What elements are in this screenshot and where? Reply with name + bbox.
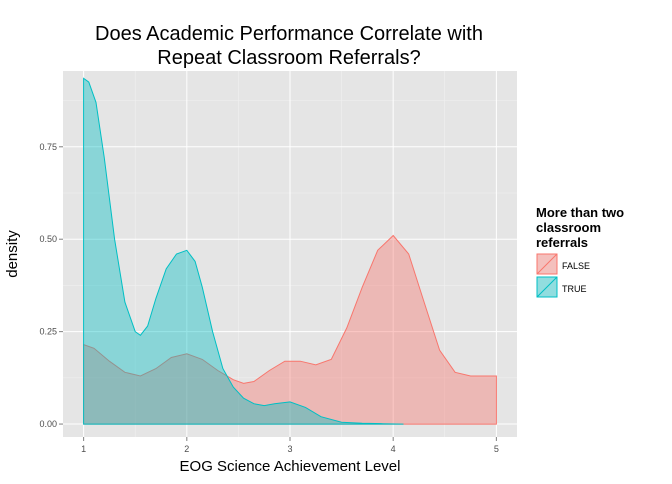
legend-key-slash — [536, 276, 558, 298]
legend-label-true: TRUE — [562, 284, 587, 294]
legend-label-false: FALSE — [562, 261, 590, 271]
x-tick-label: 1 — [81, 444, 86, 454]
x-axis-ticks: 1 2 3 4 5 — [81, 437, 499, 454]
legend-title-line-3: referrals — [536, 235, 588, 250]
legend-title-line-1: More than two — [536, 205, 624, 220]
x-tick-label: 3 — [287, 444, 292, 454]
density-area-true — [83, 77, 404, 425]
y-axis-title: density — [4, 230, 21, 278]
y-tick-label: 0.25 — [39, 327, 57, 337]
x-axis-title: EOG Science Achievement Level — [180, 458, 401, 475]
legend: More than two classroom referrals FALSE … — [535, 205, 624, 299]
density-areas — [83, 77, 497, 425]
chart-title-line-1: Does Academic Performance Correlate with — [95, 23, 483, 45]
legend-keys — [535, 252, 559, 299]
legend-key-slash — [536, 253, 558, 275]
legend-title-line-2: classroom — [536, 220, 601, 235]
x-tick-label: 4 — [391, 444, 396, 454]
y-axis-ticks: 0.00 0.25 0.50 0.75 — [39, 142, 63, 429]
y-tick-label: 0.75 — [39, 142, 57, 152]
y-tick-label: 0.50 — [39, 234, 57, 244]
density-area-false — [83, 234, 497, 425]
chart-title-line-2: Repeat Classroom Referrals? — [157, 47, 420, 69]
y-tick-label: 0.00 — [39, 419, 57, 429]
x-tick-label: 2 — [184, 444, 189, 454]
x-tick-label: 5 — [494, 444, 499, 454]
